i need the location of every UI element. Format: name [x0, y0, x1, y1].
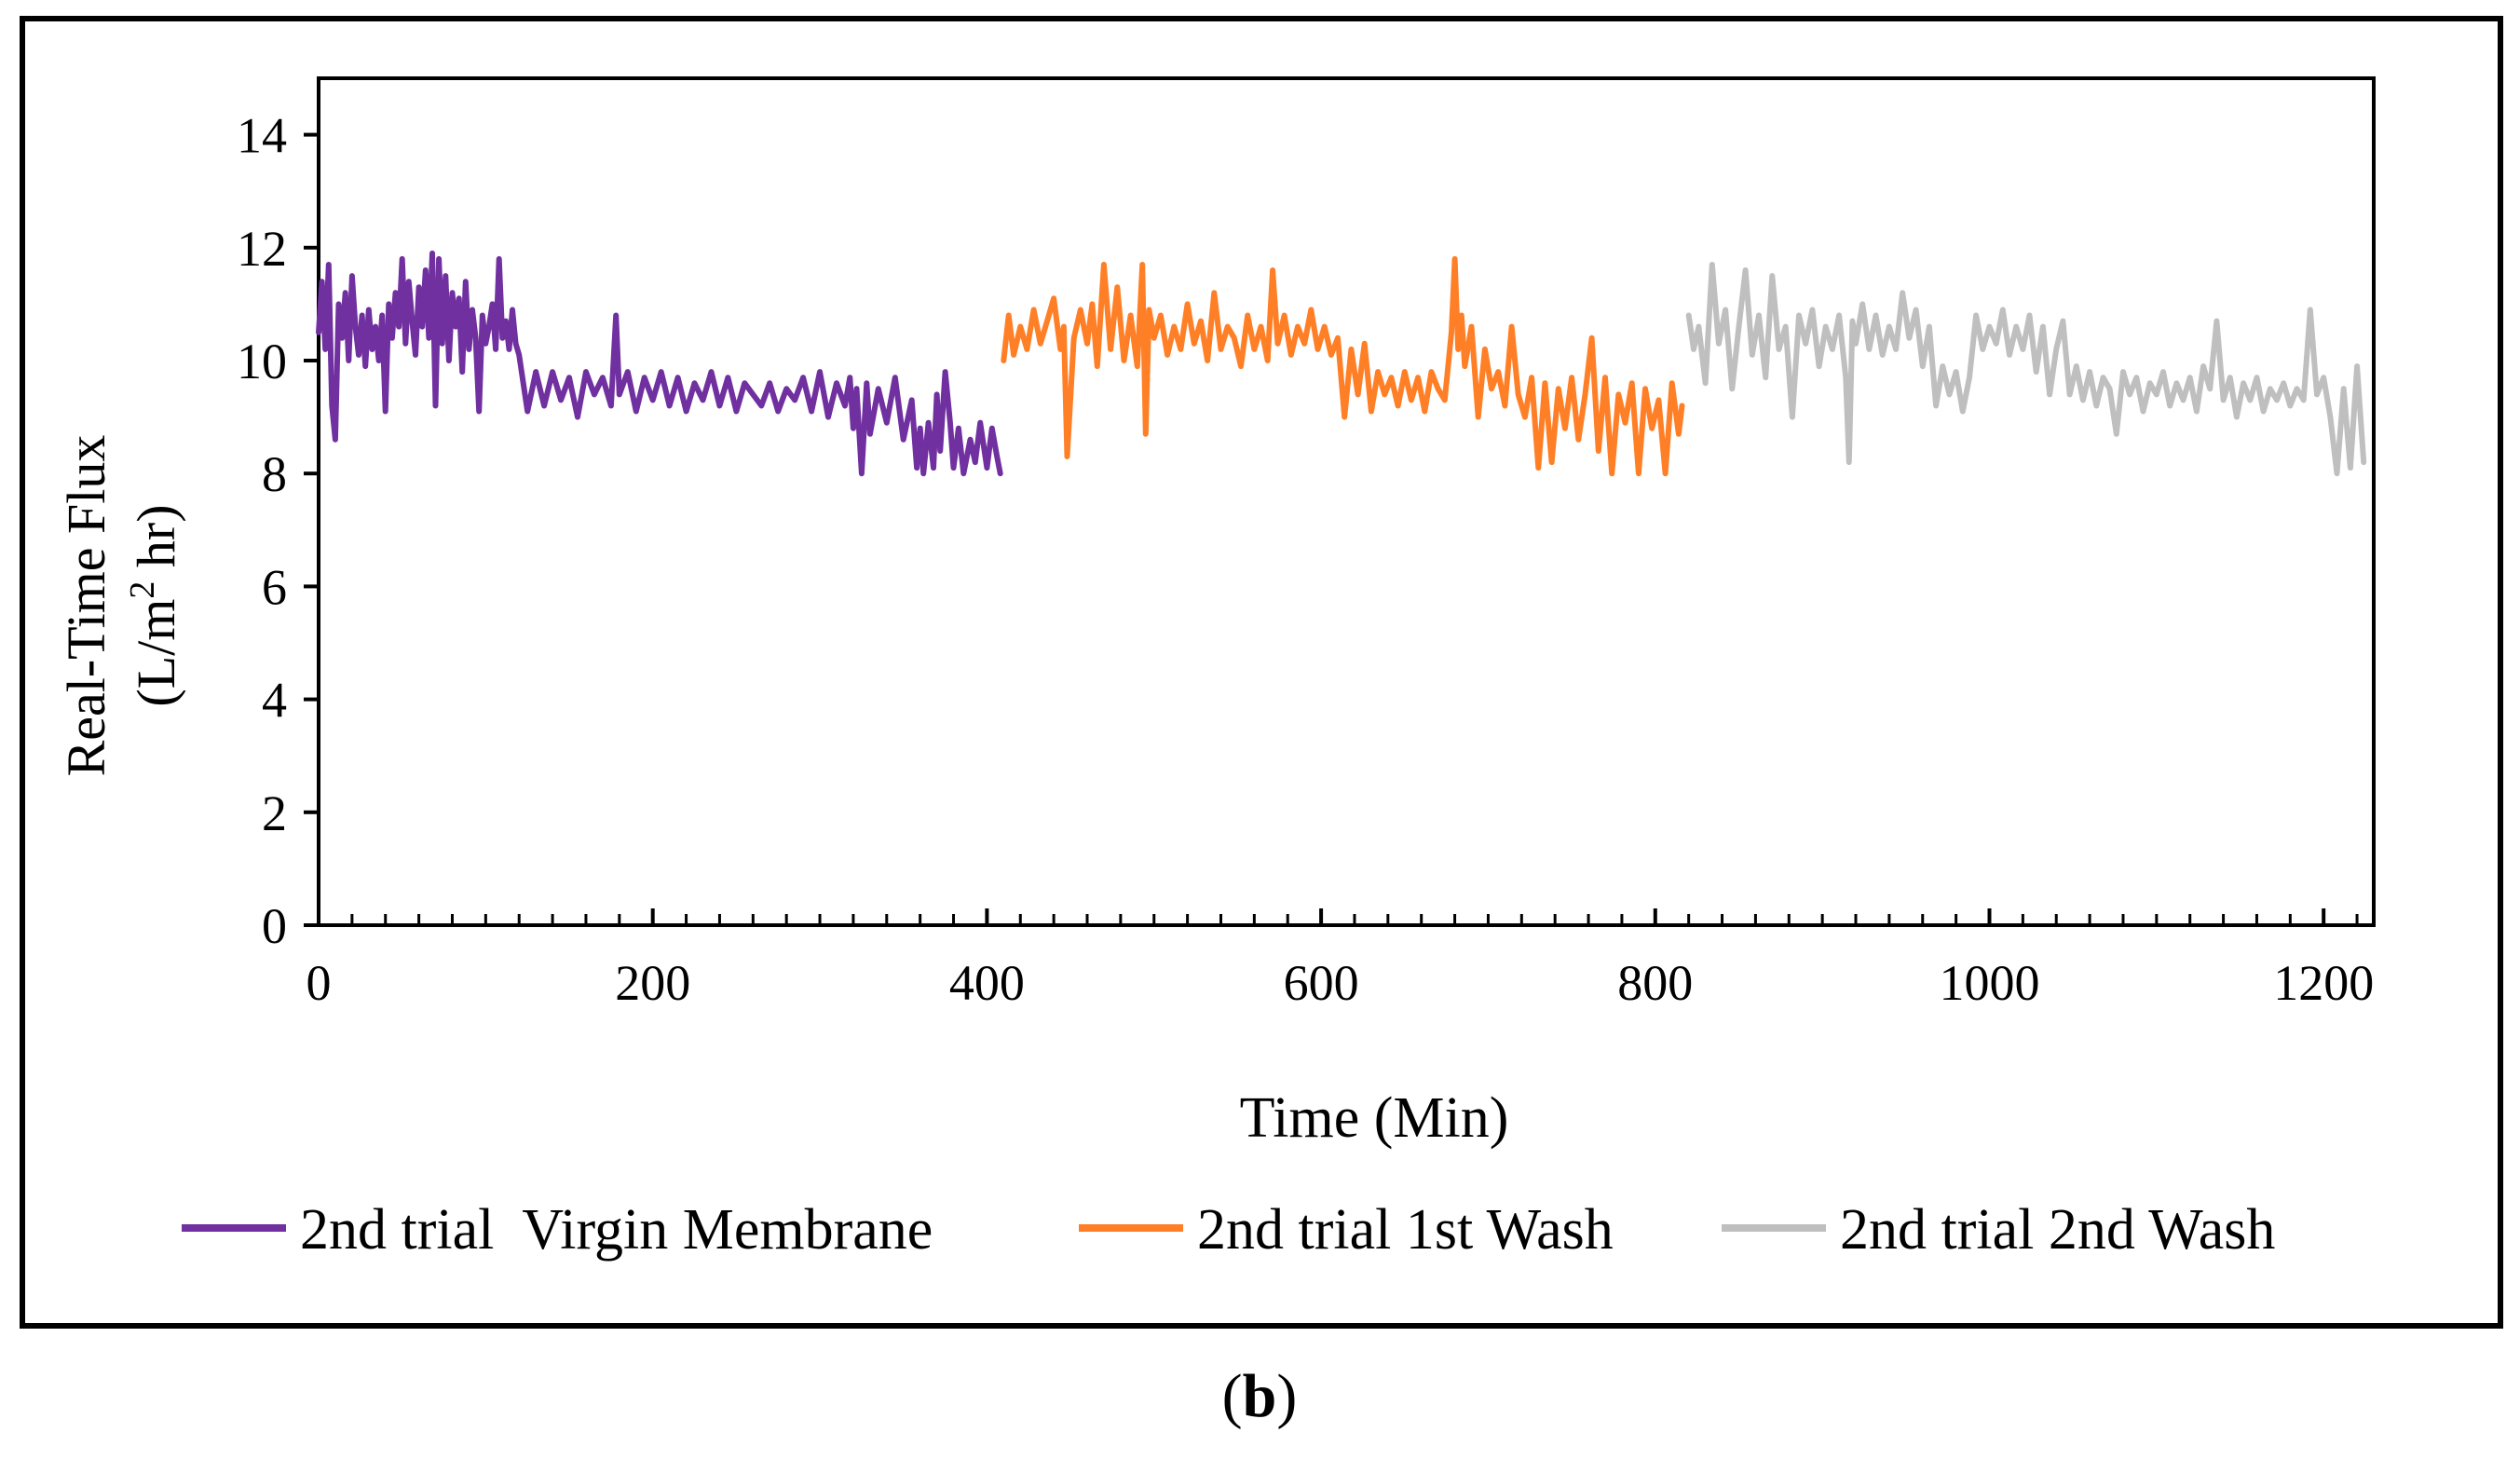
plot-border — [317, 76, 2376, 927]
x-tick-label: 1000 — [1939, 955, 2039, 1011]
x-tick-label: 800 — [1617, 955, 1693, 1011]
y-axis-label-line1: Real-Time Flux — [56, 435, 116, 777]
y-tick-label: 14 — [237, 108, 287, 164]
x-tick-label: 1200 — [2273, 955, 2374, 1011]
y-axis-label-prefix: (L/m — [126, 599, 186, 707]
y-axis-label-suffix: hr) — [126, 504, 186, 580]
y-tick-label: 2 — [262, 785, 287, 841]
y-tick-label: 4 — [262, 673, 287, 729]
figure-label-letter: b — [1243, 1362, 1277, 1430]
plot-area: 0 2 4 6 8 10 12 14 0 200 400 600 800 1000 1200 — [237, 76, 2376, 1011]
y-tick-label: 0 — [262, 898, 287, 954]
y-axis-label-line2: (L/m2 hr) — [123, 504, 186, 706]
x-tick-label: 600 — [1284, 955, 1359, 1011]
y-axis: 0 2 4 6 8 10 12 14 — [237, 108, 319, 954]
figure-label: (b) — [1222, 1362, 1298, 1430]
x-axis: 0 200 400 600 800 1000 1200 — [306, 908, 2374, 1011]
x-axis-label: Time (Min) — [1240, 1086, 1509, 1150]
y-axis-label-superscript: 2 — [123, 581, 162, 599]
y-tick-label: 8 — [262, 446, 287, 502]
figure-frame — [20, 16, 2503, 1329]
legend-label-1: 2nd trial Virgin Membrane — [300, 1198, 933, 1262]
y-tick-label: 10 — [237, 334, 287, 389]
y-tick-label: 12 — [237, 221, 287, 277]
y-tick-label: 6 — [262, 559, 287, 615]
legend: 2nd trial Virgin Membrane 2nd trial 1st W… — [182, 1198, 2275, 1262]
legend-label-3: 2nd trial 2nd Wash — [1840, 1198, 2275, 1262]
series-line-2 — [1001, 255, 1685, 477]
series-line-1 — [316, 250, 1003, 477]
x-tick-label: 200 — [615, 955, 690, 1011]
series-group — [316, 250, 2367, 477]
x-tick-label: 0 — [306, 955, 332, 1011]
legend-label-2: 2nd trial 1st Wash — [1197, 1198, 1614, 1262]
x-tick-label: 400 — [949, 955, 1025, 1011]
series-line-3 — [1685, 262, 2367, 477]
